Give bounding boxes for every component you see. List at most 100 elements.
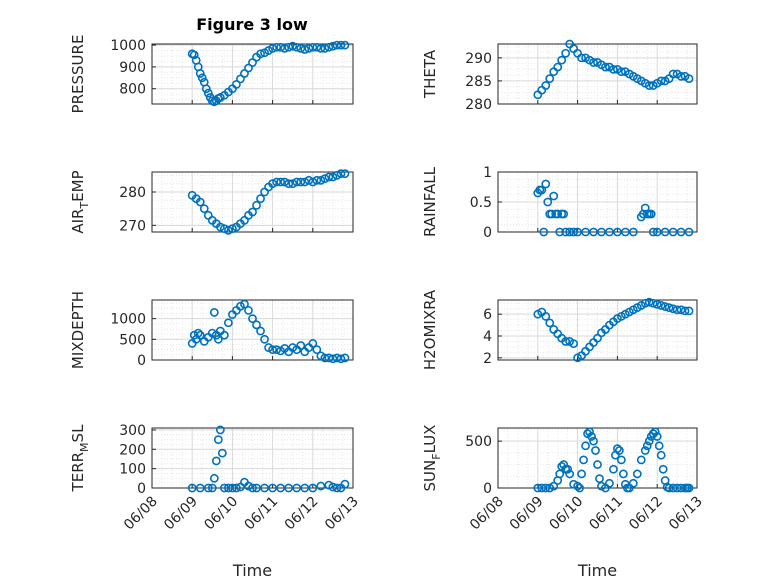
y-axis-label: H2OMIXRA [421,289,439,370]
data-point [300,45,310,54]
data-point [336,40,346,50]
data-point [332,483,342,493]
data-point [595,474,604,484]
data-point [187,483,197,493]
panel-pressure: 800 900 1000 PRESSURE [69,35,354,113]
data-point [549,481,559,491]
data-point [213,435,223,445]
data-point [252,483,261,493]
data-point [579,455,588,465]
data-point [227,483,237,493]
data-point [632,469,642,479]
data-point [308,42,318,52]
data-point [201,84,211,94]
data-point [296,177,306,187]
data-point [248,207,257,217]
data-point [680,306,690,316]
data-point [336,354,346,364]
data-point [332,40,342,50]
data-point [684,483,694,493]
data-point [280,177,290,187]
data-point [308,483,318,493]
data-point [209,308,219,317]
x-tick-label: 06/10 [547,494,587,534]
data-point [636,455,646,465]
y-axis-label-main: TERR [69,452,87,493]
data-point [280,43,290,53]
y-axis-label: TERRMSL [69,424,91,493]
data-point [614,446,624,455]
y-tick-label: 2 [483,351,492,367]
data-point [324,42,334,52]
data-point [336,169,346,179]
y-axis-label-rest: LUX [421,425,439,454]
data-point [256,194,265,204]
data-point [672,305,682,315]
y-axis-label-subscript: F [430,453,443,459]
data-point [577,53,586,63]
data-point [609,64,618,74]
y-axis-label-main: AIR [69,209,87,234]
data-point [652,432,662,441]
data-point [288,179,298,189]
data-point [260,334,269,344]
y-tick-label: 285 [465,74,492,90]
x-tick-label: 06/08 [467,494,507,534]
data-point [555,227,565,237]
data-point [195,483,205,493]
data-point [541,81,551,90]
axes-frame [497,43,698,105]
data-point [573,481,582,491]
data-point [252,320,261,330]
y-axis-label: THETA [421,49,439,99]
y-axis-label-rest: EMP [69,170,87,201]
data-point [211,456,221,466]
data-point [232,79,241,89]
data-point [648,227,658,237]
data-point [203,88,213,98]
data-point [656,76,666,86]
data-point [537,185,547,195]
y-tick-label: 280 [465,97,492,113]
y-tick-label: 0 [137,481,146,497]
data-point [541,179,551,189]
data-point [276,42,286,52]
x-tick-label: 06/09 [507,494,547,534]
x-tick-label: 06/11 [586,494,626,534]
data-point [589,436,598,446]
data-point [232,483,241,493]
data-point [648,298,658,308]
data-point [547,209,557,219]
data-point [304,175,314,185]
data-point [256,49,265,59]
y-tick-label: 300 [119,423,146,439]
y-tick-label: 290 [465,51,492,67]
x-tick-label: 06/09 [161,494,201,534]
data-point [320,174,330,184]
data-point [593,460,602,469]
y-tick-label: 4 [483,329,492,345]
data-point [613,444,622,454]
data-point [248,58,257,67]
data-point [316,175,326,185]
data-point [316,481,326,491]
data-point [312,175,322,185]
data-point [260,483,269,493]
data-point [559,209,569,219]
data-point [284,179,294,189]
data-point [308,177,318,187]
y-tick-label: 6 [483,307,492,323]
data-point [563,464,573,474]
data-point [296,43,306,53]
y-tick-label: 200 [119,442,146,458]
data-point [209,473,219,483]
data-point [316,43,326,53]
data-point [591,446,600,455]
y-tick-label: 1000 [110,38,146,54]
panel-sun_flux: 0 500 SUNFLUX 06/08 06/09 06/10 06/11 06/12 06/1… [421,425,706,580]
data-point [292,483,302,493]
data-point [340,40,350,50]
data-point [300,483,310,493]
data-point [646,209,656,219]
y-axis-label-main: SUN [421,460,439,492]
